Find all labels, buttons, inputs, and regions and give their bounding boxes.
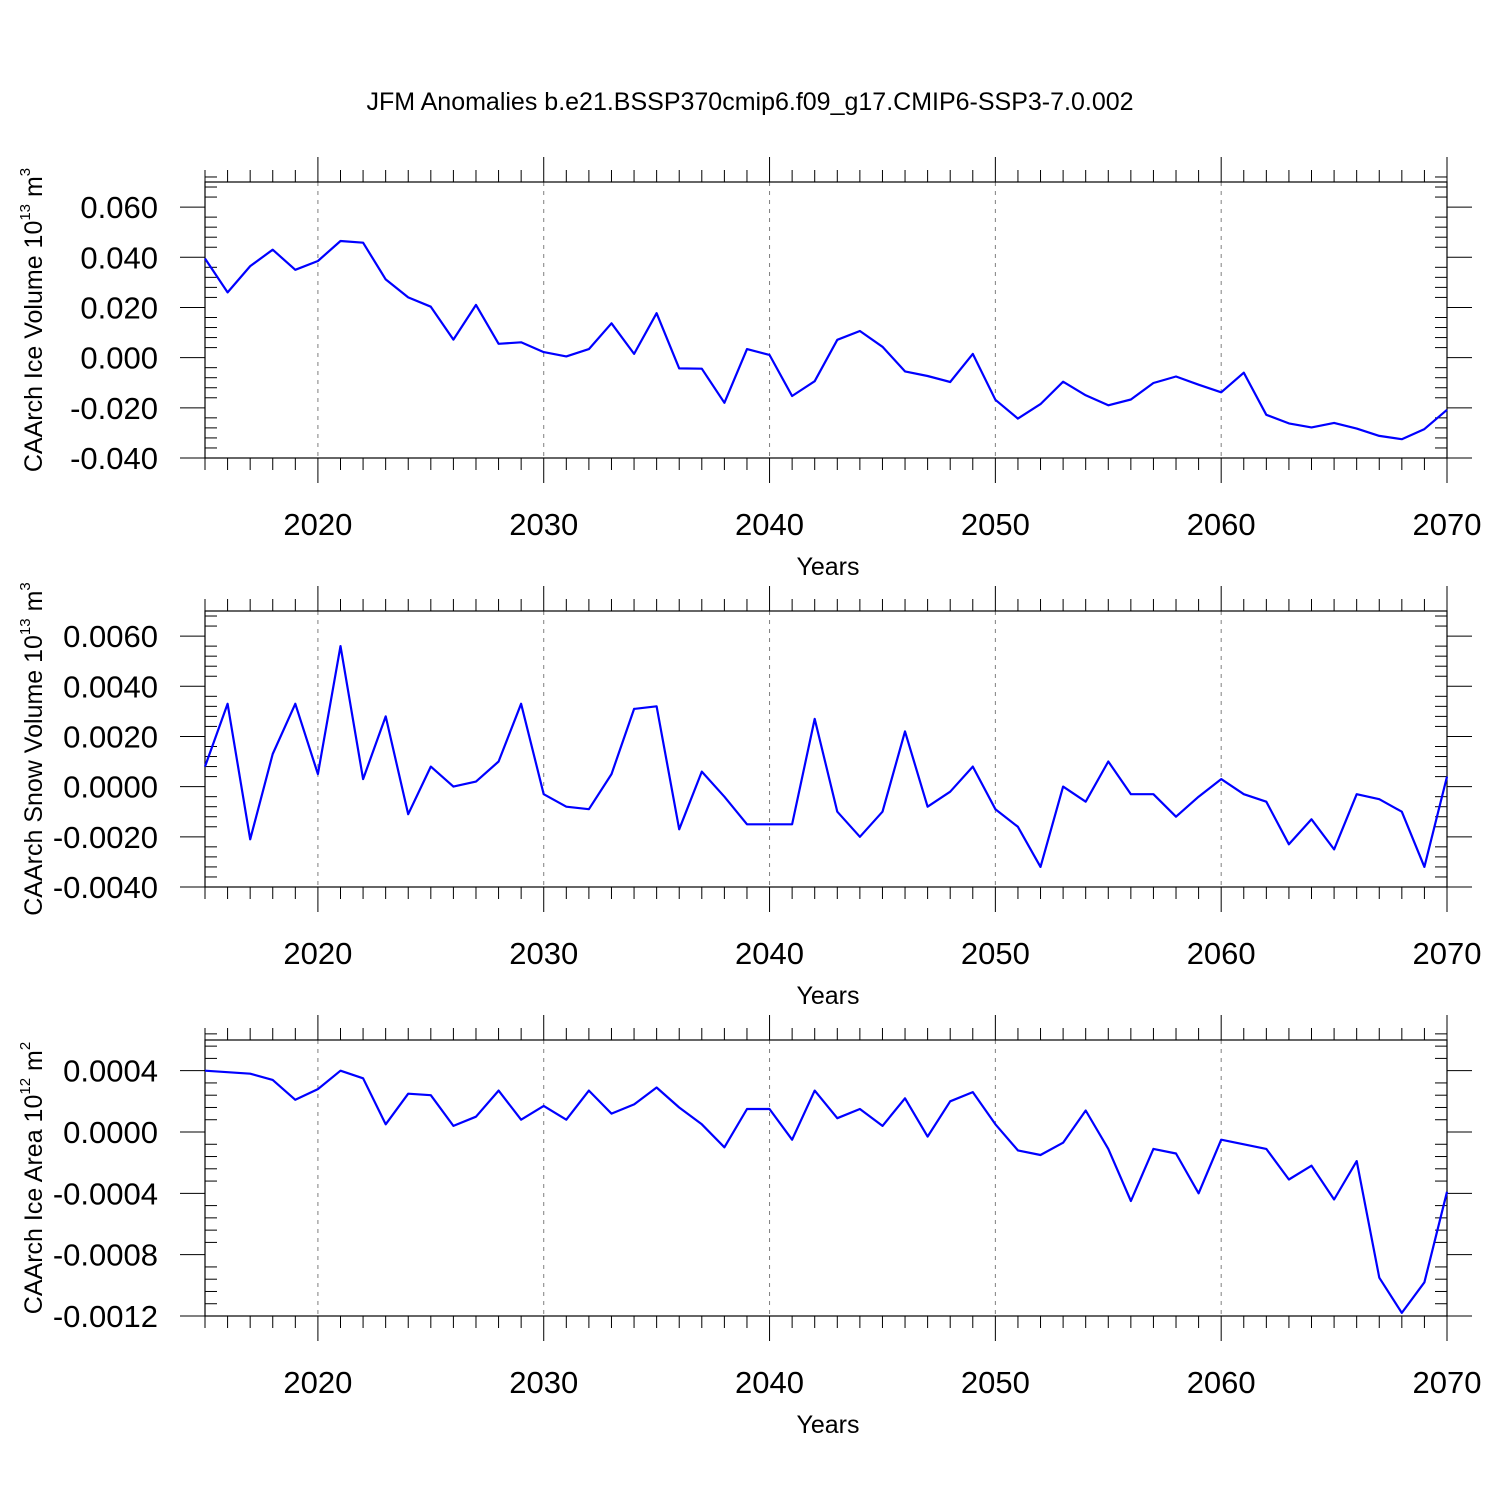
y-axis-label-exponent: 13 (17, 618, 34, 635)
y-axis-label-unit-exponent: 3 (17, 168, 34, 176)
plot-frame (204, 181, 1448, 459)
y-tick-label: 0.020 (80, 290, 158, 325)
x-tick-label: 2070 (1413, 1365, 1482, 1400)
y-axis-label-text: CAArch Ice Area 10 (20, 1095, 48, 1315)
x-axis-label: Years (796, 982, 859, 1010)
x-axis-label: Years (796, 1411, 859, 1439)
y-tick-label: -0.0020 (53, 820, 158, 855)
x-tick-label: 2040 (735, 507, 804, 542)
x-tick-label: 2040 (735, 936, 804, 971)
x-tick-label: 2020 (283, 1365, 352, 1400)
y-axis-label-text: CAArch Snow Volume 10 (20, 635, 48, 916)
chart-panel-3: -0.0012 -0.0008 -0.0004 0.0000 0.0004 2020 203… (17, 1015, 1481, 1439)
y-axis-label-unit-exponent: 3 (17, 582, 34, 590)
x-tick-label: 2070 (1413, 936, 1482, 971)
y-axis-label-unit-exponent: 2 (17, 1042, 34, 1050)
y-tick-label: 0.0060 (63, 619, 158, 654)
y-tick-label: 0.0000 (63, 770, 158, 805)
y-tick-label: 0.060 (80, 190, 158, 225)
series-line (203, 644, 1449, 869)
y-axis-label-unit: m (20, 1050, 48, 1078)
chart-panel-2: -0.0040 -0.0020 0.0000 0.0020 0.0040 0.0060 20… (17, 582, 1481, 1010)
x-tick-label: 2070 (1413, 507, 1482, 542)
y-tick-label: -0.020 (70, 391, 158, 426)
y-tick-label: 0.0004 (63, 1054, 158, 1089)
chart-panel-1: -0.040 -0.020 0.000 0.020 0.040 0.060 2020 2030… (17, 157, 1481, 581)
y-axis-label-exponent: 13 (17, 204, 34, 221)
x-tick-label: 2020 (283, 936, 352, 971)
y-tick-label: -0.0004 (53, 1176, 158, 1211)
y-axis-label-unit: m (20, 176, 48, 204)
plot-frame (204, 1039, 1448, 1317)
y-axis-label-text: CAArch Ice Volume 10 (20, 221, 48, 473)
figure-title: JFM Anomalies b.e21.BSSP370cmip6.f09_g17… (366, 88, 1133, 116)
x-tick-label: 2060 (1187, 936, 1256, 971)
y-tick-label: -0.0040 (53, 870, 158, 905)
x-tick-label: 2030 (509, 936, 578, 971)
y-tick-label: -0.0008 (53, 1238, 158, 1273)
y-tick-label: 0.0040 (63, 669, 158, 704)
y-tick-label: -0.040 (70, 441, 158, 476)
y-tick-label: 0.040 (80, 240, 158, 275)
y-axis-label-exponent: 12 (17, 1078, 34, 1095)
x-tick-label: 2050 (961, 936, 1030, 971)
x-tick-label: 2040 (735, 1365, 804, 1400)
y-tick-label: 0.0020 (63, 719, 158, 754)
y-tick-label: -0.0012 (53, 1299, 158, 1334)
y-axis-label: CAArch Snow Volume 1013 m3 (17, 582, 48, 916)
y-axis-label: CAArch Ice Volume 1013 m3 (17, 168, 48, 472)
y-axis-label-unit: m (20, 591, 48, 619)
x-tick-label: 2030 (509, 1365, 578, 1400)
x-axis-label: Years (796, 553, 859, 581)
x-tick-label: 2060 (1187, 507, 1256, 542)
plot-frame (204, 610, 1448, 888)
x-tick-label: 2030 (509, 507, 578, 542)
series-line (204, 239, 1448, 441)
series-line (204, 1069, 1449, 1315)
x-tick-label: 2050 (961, 507, 1030, 542)
y-tick-label: 0.000 (80, 341, 158, 376)
x-tick-label: 2060 (1187, 1365, 1256, 1400)
y-tick-label: 0.0000 (63, 1115, 158, 1150)
x-tick-label: 2020 (283, 507, 352, 542)
y-axis-label: CAArch Ice Area 1012 m2 (17, 1042, 48, 1314)
x-tick-label: 2050 (961, 1365, 1030, 1400)
